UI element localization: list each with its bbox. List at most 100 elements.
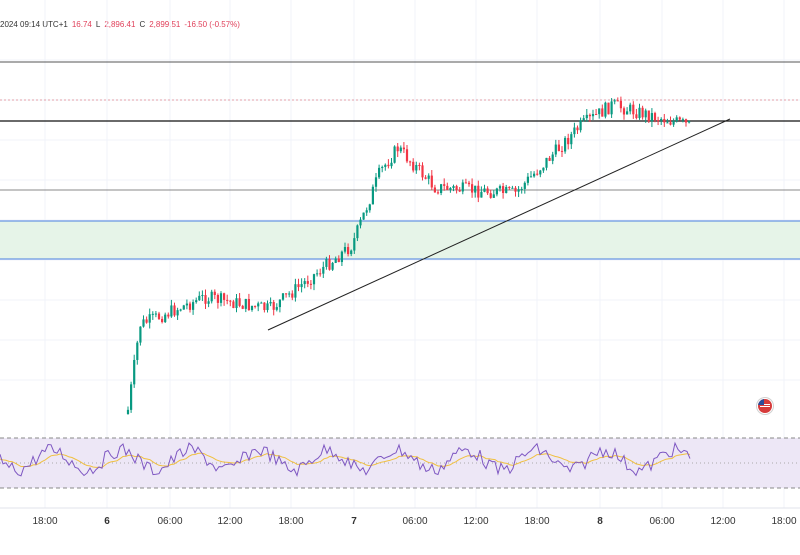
candle-body-25 [204,295,207,304]
candle-body-172 [660,118,663,121]
x-tick-label-8: 18:00 [524,516,549,527]
candle-body-108 [461,182,464,192]
candle-body-81 [378,167,381,178]
candle-body-138 [554,144,557,155]
candle-body-48 [275,307,278,310]
candle-body-153 [601,108,604,117]
candle-body-89 [402,147,405,150]
candle-body-105 [452,186,455,189]
candle-body-167 [644,110,647,118]
candle-body-177 [675,117,678,122]
candle-body-109 [464,182,467,184]
candle-body-176 [672,121,675,125]
candle-body-104 [449,188,452,190]
candle-body-20 [188,303,192,310]
candle-body-145 [576,127,579,131]
candle-body-131 [533,173,536,177]
candle-body-91 [409,161,412,163]
candle-body-6 [145,319,148,323]
candle-body-174 [666,122,669,124]
x-tick-label-5: 7 [351,516,357,527]
candle-body-56 [300,284,303,288]
candle-body-85 [390,162,393,167]
candle-body-146 [579,120,582,131]
candle-body-117 [489,193,492,198]
candle-body-134 [542,167,545,171]
candle-body-149 [588,114,591,117]
candle-body-75 [359,219,362,226]
candle-body-71 [347,247,350,255]
us-flag-icon[interactable] [757,398,773,414]
candle-body-58 [306,281,309,284]
candle-body-140 [560,150,564,152]
candle-body-168 [647,110,650,122]
candle-body-100 [436,192,440,194]
candle-body-129 [526,176,529,183]
candle-body-120 [498,186,502,189]
candle-body-5 [142,319,145,327]
candle-body-144 [573,127,576,135]
candle-body-155 [607,102,610,115]
candle-body-51 [285,293,288,295]
candle-body-169 [650,113,653,122]
low-label: L [95,20,101,29]
horizontal-levels[interactable] [0,61,800,260]
candle-body-72 [350,250,353,255]
oscillator-line [0,441,691,477]
candle-body-86 [393,146,396,163]
candle-body-21 [192,302,195,310]
candle-body-24 [201,295,204,297]
candle-body-13 [167,314,170,317]
candle-body-113 [477,185,480,198]
candle-body-9 [154,313,157,315]
candle-body-154 [604,102,607,117]
candle-body-36 [238,298,241,306]
x-tick-label-12: 18:00 [771,516,796,527]
oscillator-panel [0,437,800,489]
x-tick-label-4: 18:00 [278,516,303,527]
candle-body-119 [495,188,498,195]
candle-body-33 [229,300,232,302]
change-value: -16.50 (-0.57%) [184,20,240,29]
x-tick-label-2: 06:00 [157,516,182,527]
candle-body-67 [334,258,337,263]
candle-body-80 [374,177,378,187]
candle-body-170 [653,113,657,121]
candle-body-3 [136,342,139,360]
ascending-trendline [267,118,731,331]
candle-body-162 [629,104,632,112]
candle-body-61 [316,273,319,275]
candle-body-130 [529,176,533,178]
candle-body-116 [486,188,489,194]
candle-body-97 [427,175,430,179]
x-tick-label-1: 6 [104,516,110,527]
candle-body-17 [179,309,182,311]
candle-body-150 [591,114,595,117]
candle-body-173 [663,118,666,123]
candle-body-165 [638,107,641,119]
candle-body-60 [312,274,316,285]
candle-body-121 [502,186,505,193]
candle-body-19 [185,303,188,306]
close-value: 2,899.51 [149,20,181,29]
candle-body-4 [139,326,142,343]
candle-body-77 [365,210,368,213]
candle-body-160 [622,108,626,115]
candle-body-88 [399,147,402,152]
candle-body-110 [467,182,471,185]
support-zone [0,221,800,259]
x-tick-label-0: 18:00 [32,516,57,527]
candle-body-142 [567,137,570,145]
candle-body-27 [210,291,213,302]
candle-body-93 [415,165,418,171]
trendline[interactable] [267,118,731,331]
candle-body-23 [198,295,201,301]
candle-body-47 [272,301,275,310]
candle-body-166 [641,107,644,118]
candle-body-99 [433,187,436,193]
candle-body-171 [657,120,660,122]
candle-body-53 [291,293,294,298]
candle-body-22 [195,300,198,303]
candle-body-29 [216,295,219,303]
